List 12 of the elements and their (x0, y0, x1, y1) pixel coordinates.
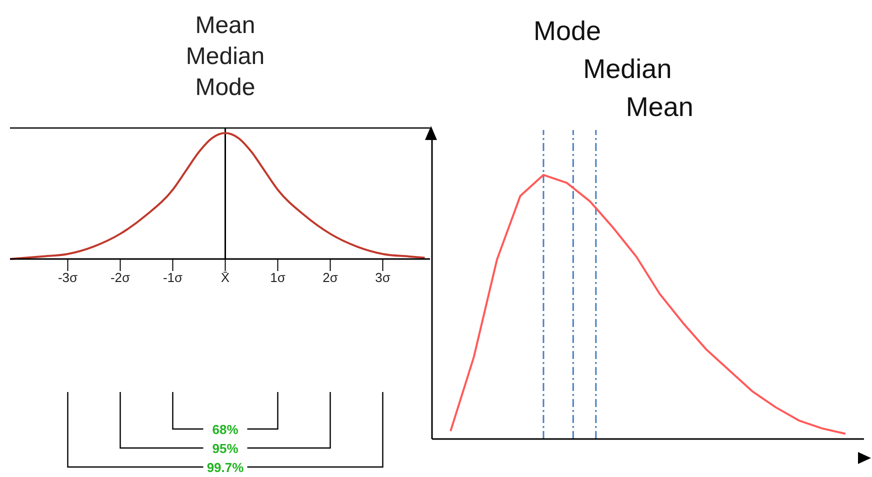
x-tick-label: -2σ (110, 270, 130, 286)
text: Mean (626, 92, 694, 122)
ref-line-label: Mean Median Mode (186, 12, 265, 101)
x-tick-label: -1σ (162, 270, 183, 286)
x-tick-label: 2σ (322, 270, 338, 286)
bracket: 68% (172, 392, 278, 437)
x-tick-label: X̄ (220, 270, 230, 286)
x-tick-label: 3σ (375, 270, 390, 286)
text: Mode (533, 16, 602, 46)
x-tick-label: 1σ (270, 270, 286, 286)
x-tick-label: -3σ (58, 270, 78, 286)
text: Median (583, 54, 672, 84)
